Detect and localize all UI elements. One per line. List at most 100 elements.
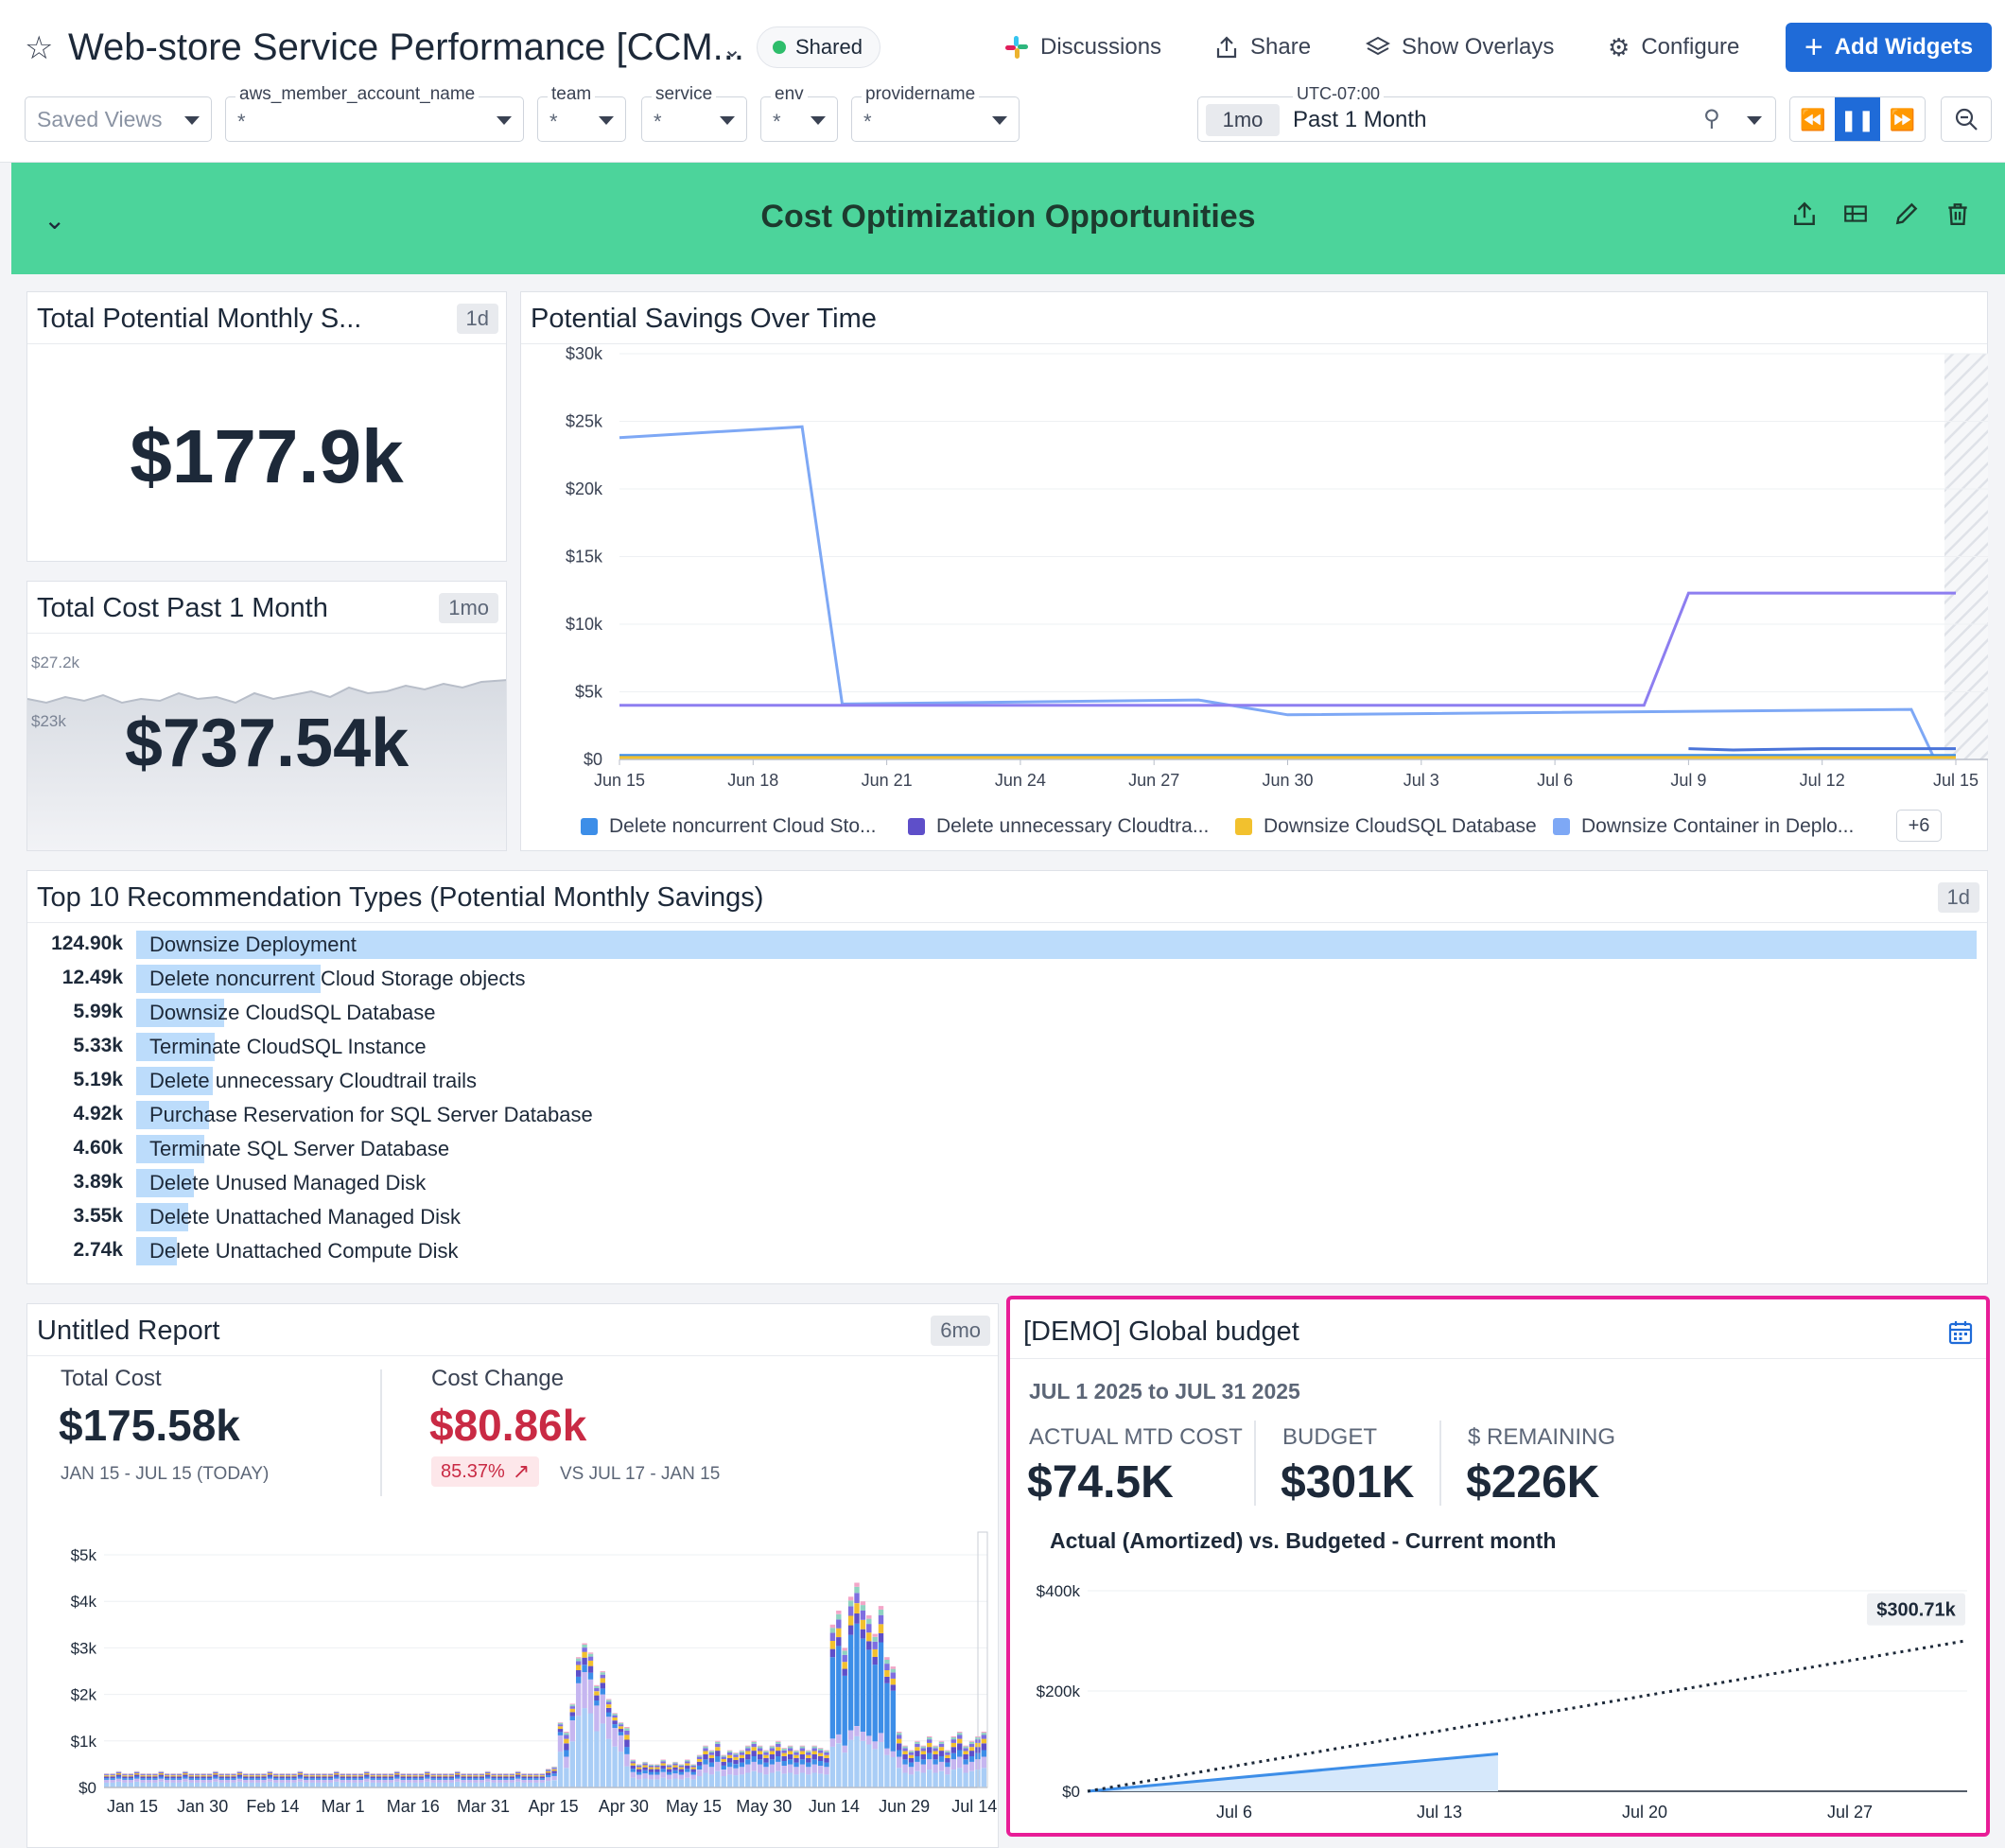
widget-title[interactable]: Total Cost Past 1 Month	[37, 593, 328, 623]
legend-item[interactable]: Delete noncurrent Cloud Sto...	[581, 815, 877, 838]
toplist-value: 5.99k	[73, 1001, 123, 1022]
bar-segment	[375, 1778, 382, 1780]
bar-segment	[218, 1775, 224, 1777]
filter-aws-member-account-name[interactable]: aws_member_account_name *	[225, 84, 524, 142]
toplist-row[interactable]: 3.55k Delete Unattached Managed Disk	[26, 1201, 1975, 1233]
bar-segment	[854, 1623, 860, 1726]
bar-segment	[551, 1775, 557, 1781]
bar-segment	[902, 1754, 908, 1760]
share-button[interactable]: Share	[1214, 30, 1311, 64]
widget-title[interactable]: Potential Savings Over Time	[531, 304, 877, 334]
budget-line-chart[interactable]: $0 $200k $400k $300.71k Jul 6 Jul 13 Jul 20 Jul…	[1010, 1555, 1986, 1829]
bar-segment	[793, 1767, 799, 1775]
bar-segment	[152, 1778, 158, 1780]
bar-segment	[721, 1775, 726, 1787]
bar-segment	[218, 1782, 224, 1787]
saved-views-select[interactable]: Saved Views	[25, 96, 212, 142]
pause-icon[interactable]: ❚❚	[1835, 97, 1880, 141]
bar-segment	[352, 1775, 357, 1777]
layout-icon[interactable]	[1842, 200, 1869, 227]
dashboard-title[interactable]: Web-store Service Performance [CCM...	[68, 26, 745, 68]
bar-segment	[352, 1776, 357, 1779]
bar-segment	[461, 1776, 466, 1779]
bar-segment	[297, 1782, 304, 1787]
bar-segment	[254, 1779, 261, 1783]
collapse-chevron-icon[interactable]: ⌄	[44, 205, 66, 235]
bar-segment	[817, 1773, 824, 1787]
bar-segment	[224, 1782, 231, 1787]
edit-pencil-icon[interactable]	[1893, 200, 1920, 227]
bar-segment	[672, 1778, 678, 1787]
toplist-row[interactable]: 5.19k Delete unnecessary Cloudtrail trail…	[26, 1065, 1975, 1097]
bar-segment	[582, 1645, 587, 1648]
bar-segment	[206, 1782, 213, 1787]
trash-icon[interactable]	[1944, 200, 1971, 227]
shared-status-badge[interactable]: Shared	[757, 26, 880, 68]
x-tick-label: Mar 16	[387, 1797, 440, 1816]
bar-segment	[345, 1778, 352, 1780]
bar-segment	[769, 1748, 776, 1752]
title-chevron-down-icon[interactable]: ⌄	[723, 37, 742, 62]
report-stacked-bar-chart[interactable]: $0 $1k $2k $3k $4k $5k Jan 15 Jan 30 Feb 14 Mar 1…	[26, 1523, 999, 1848]
bar-segment	[824, 1757, 829, 1763]
widget-title[interactable]: Untitled Report	[37, 1316, 220, 1346]
legend-item[interactable]: Delete unnecessary Cloudtra...	[908, 815, 1209, 838]
calendar-icon[interactable]	[1948, 1320, 1973, 1345]
bar-segment	[533, 1776, 539, 1779]
filter-providername[interactable]: providername *	[851, 84, 1020, 142]
bar-segment	[769, 1751, 776, 1754]
toplist-row[interactable]: 2.74k Delete Unattached Compute Disk	[26, 1235, 1975, 1267]
filter-env[interactable]: env *	[760, 84, 838, 142]
bar-segment	[176, 1778, 183, 1780]
time-picker[interactable]: UTC-07:00 1mo Past 1 Month ⚲	[1197, 84, 1776, 142]
export-icon[interactable]	[1791, 200, 1818, 227]
toplist-row[interactable]: 124.90k Downsize Deployment	[26, 929, 1977, 961]
legend-more-button[interactable]: +6	[1896, 810, 1942, 842]
bar-segment	[110, 1773, 115, 1774]
bar-segment	[817, 1752, 824, 1756]
toplist-row[interactable]: 3.89k Delete Unused Managed Disk	[26, 1167, 1975, 1199]
add-widgets-button[interactable]: + Add Widgets	[1786, 23, 1992, 72]
bar-segment	[733, 1752, 739, 1755]
widget-title[interactable]: Total Potential Monthly S...	[37, 304, 362, 334]
zoom-out-button[interactable]	[1941, 96, 1992, 142]
legend-item[interactable]: Downsize CloudSQL Database	[1235, 815, 1537, 838]
toplist-row[interactable]: 4.92k Purchase Reservation for SQL Server…	[26, 1099, 1975, 1131]
bar-segment	[811, 1748, 817, 1752]
bar-segment	[152, 1779, 158, 1783]
bar-segment	[806, 1774, 811, 1787]
savings-over-time-chart[interactable]: $0 $5k $10k $15k $20k $25k $30k Jun 15 Jun 18 Jun…	[520, 340, 1988, 794]
bar-segment	[243, 1779, 249, 1783]
bar-segment	[696, 1770, 703, 1776]
bar-segment	[963, 1759, 968, 1765]
discussions-button[interactable]: Discussions	[1004, 30, 1161, 64]
bar-segment	[582, 1708, 587, 1787]
toplist-row[interactable]: 4.60k Terminate SQL Server Database	[26, 1133, 1975, 1165]
toplist-row[interactable]: 12.49k Delete noncurrent Cloud Storage ob…	[26, 963, 1975, 995]
show-overlays-button[interactable]: Show Overlays	[1366, 30, 1554, 64]
bar-segment	[920, 1754, 926, 1760]
bar-segment	[721, 1770, 726, 1776]
filter-service[interactable]: service *	[641, 84, 747, 142]
bar-segment	[231, 1775, 236, 1777]
legend-item[interactable]: Downsize Container in Deplo...	[1553, 815, 1854, 838]
bar-segment	[279, 1782, 285, 1787]
pin-icon[interactable]: ⚲	[1703, 106, 1720, 131]
bar-segment	[388, 1778, 394, 1780]
add-widgets-label: Add Widgets	[1834, 34, 1974, 60]
bar-segment	[968, 1751, 975, 1756]
toplist-row[interactable]: 5.33k Terminate CloudSQL Instance	[26, 1031, 1975, 1063]
favorite-star-icon[interactable]: ☆	[25, 30, 54, 66]
bar-segment	[527, 1775, 533, 1777]
bar-segment	[334, 1771, 340, 1773]
rewind-icon[interactable]: ⏪	[1799, 108, 1826, 131]
toplist-row[interactable]: 5.99k Downsize CloudSQL Database	[26, 997, 1975, 1029]
total-potential-widget: Total Potential Monthly S... 1d $177.9k	[26, 291, 507, 562]
bar-segment	[170, 1776, 176, 1779]
configure-button[interactable]: ⚙ Configure	[1608, 30, 1739, 64]
widget-title[interactable]: Top 10 Recommendation Types (Potential M…	[37, 882, 764, 913]
filter-team[interactable]: team *	[537, 84, 626, 142]
bar-segment	[183, 1774, 188, 1777]
fast-forward-icon[interactable]: ⏩	[1889, 108, 1916, 131]
widget-title[interactable]: [DEMO] Global budget	[1023, 1316, 1299, 1347]
